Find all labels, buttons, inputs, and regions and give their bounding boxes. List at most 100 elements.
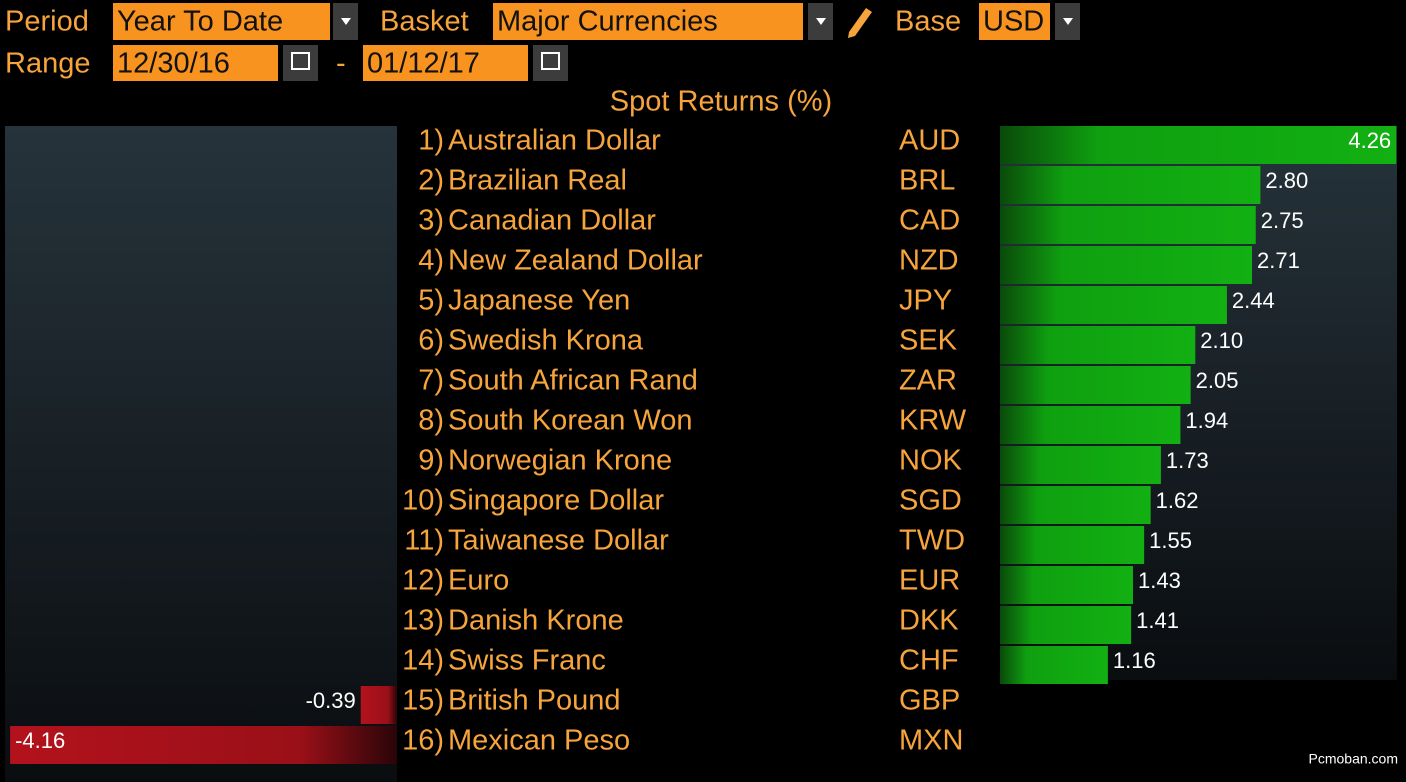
period-label: Period [5,6,89,38]
rank[interactable]: 4) [418,245,444,277]
return-label: -4.16 [15,728,65,753]
basket-value[interactable]: Major Currencies [497,6,718,38]
return-bar [1000,366,1191,404]
return-label: 1.16 [1113,648,1156,673]
currency-code: GBP [899,685,960,717]
currency-name[interactable]: Swiss Franc [448,645,606,677]
currency-name[interactable]: New Zealand Dollar [448,245,703,277]
return-bar [1000,166,1261,204]
period-input[interactable] [113,3,330,40]
rank[interactable]: 7) [418,365,444,397]
range-start[interactable]: 12/30/16 [117,48,230,80]
currency-code: TWD [899,525,965,557]
range-end[interactable]: 01/12/17 [367,48,480,80]
currency-name[interactable]: Australian Dollar [448,125,661,157]
range-end-input[interactable] [363,45,528,81]
currency-name[interactable]: Brazilian Real [448,165,627,197]
rank[interactable]: 14) [402,645,444,677]
negative-panel [5,126,397,782]
dropdown-arrow [341,18,351,25]
rank[interactable]: 11) [404,525,444,557]
currency-name[interactable]: Taiwanese Dollar [448,525,669,557]
return-label: 2.71 [1257,248,1300,273]
return-bar [1000,566,1133,604]
rank[interactable]: 15) [402,685,444,717]
return-label: 1.41 [1136,608,1179,633]
currency-code: NZD [899,245,959,277]
calendar-button[interactable] [533,45,568,81]
return-bar [1000,486,1151,524]
return-label: 2.80 [1265,168,1308,193]
currency-name[interactable]: Euro [448,565,509,597]
dropdown-arrow [816,18,826,25]
calendar-icon [291,52,310,70]
currency-code: DKK [899,605,959,637]
return-bar [1000,126,1397,164]
rank[interactable]: 16) [402,725,444,757]
currency-name[interactable]: Mexican Peso [448,725,630,757]
base-input[interactable] [979,3,1050,40]
period-value[interactable]: Year To Date [117,6,283,38]
calendar-icon [541,52,560,70]
currency-code: NOK [899,445,963,477]
rank[interactable]: 10) [402,485,444,517]
currency-code: EUR [899,565,960,597]
currency-code: CAD [899,205,960,237]
return-bar [1000,526,1145,564]
currency-code: AUD [899,125,960,157]
range-separator: - [336,48,346,80]
rank[interactable]: 12) [402,565,444,597]
rank[interactable]: 3) [418,205,444,237]
return-label: 1.73 [1166,448,1209,473]
return-bar [1000,246,1253,284]
currency-name[interactable]: Singapore Dollar [448,485,664,517]
currency-name[interactable]: Norwegian Krone [448,445,672,477]
return-bar [1000,606,1132,644]
watermark: Pcmoban.com [1309,751,1398,767]
currency-code: ZAR [899,365,957,397]
rank[interactable]: 1) [418,125,444,157]
currency-name[interactable]: South African Rand [448,365,698,397]
basket-input[interactable] [493,3,803,40]
currency-name[interactable]: Danish Krone [448,605,624,637]
return-bar [1000,446,1161,484]
currency-name[interactable]: British Pound [448,685,621,717]
currency-name[interactable]: South Korean Won [448,405,693,437]
return-bar [1000,206,1256,244]
return-bar [10,726,398,764]
currency-code: SGD [899,485,962,517]
return-bar [360,686,397,724]
return-bar [1000,326,1196,364]
table-title: Spot Returns (%) [610,86,832,118]
currency-code: JPY [899,285,952,317]
return-label: 1.62 [1156,488,1199,513]
range-start-input[interactable] [113,45,278,81]
rank[interactable]: 2) [418,165,444,197]
currency-code: CHF [899,645,959,677]
edit-icon[interactable] [848,8,872,38]
currency-code: MXN [899,725,963,757]
return-bar [1000,286,1227,324]
rank[interactable]: 13) [402,605,444,637]
return-label: 2.75 [1261,208,1304,233]
return-label: -0.39 [306,688,356,713]
basket-label: Basket [380,6,469,38]
currency-name[interactable]: Canadian Dollar [448,205,656,237]
currency-code: KRW [899,405,967,437]
return-label: 1.55 [1149,528,1192,553]
rank[interactable]: 8) [418,405,444,437]
currency-name[interactable]: Swedish Krona [448,325,644,357]
return-label: 1.94 [1185,408,1228,433]
return-label: 2.10 [1200,328,1243,353]
rank[interactable]: 9) [418,445,444,477]
return-bar [1000,646,1108,684]
return-label: 4.26 [1348,128,1391,153]
rank[interactable]: 6) [418,325,444,357]
calendar-button[interactable] [283,45,318,81]
base-value[interactable]: USD [983,6,1044,38]
currency-code: BRL [899,165,955,197]
currency-name[interactable]: Japanese Yen [448,285,630,317]
rank[interactable]: 5) [418,285,444,317]
dropdown-arrow [1063,18,1073,25]
